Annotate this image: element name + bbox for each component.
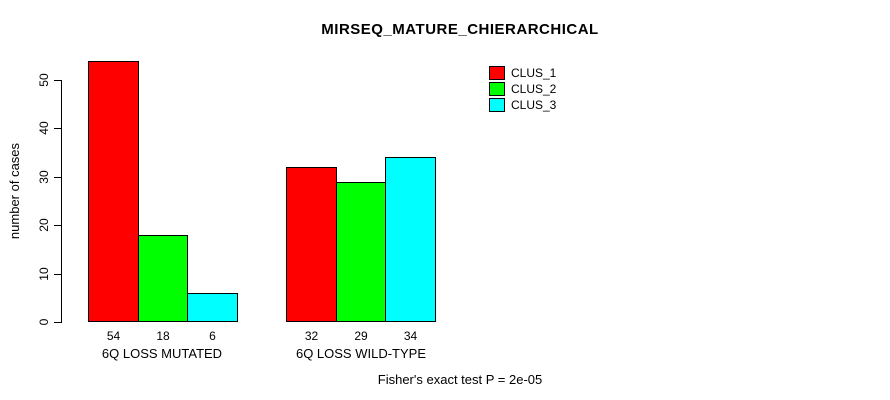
bar-value-label: 54 [106,329,121,343]
bar-value-label: 32 [304,329,319,343]
y-tick-mark [54,128,61,130]
legend-swatch-icon [489,66,505,80]
legend-label: CLUS_1 [511,66,557,80]
y-tick-label: 0 [37,318,51,326]
legend-item: CLUS_1 [489,65,556,81]
legend-item: CLUS_2 [489,81,556,97]
legend-label: CLUS_3 [511,98,557,112]
y-tick-label: 20 [37,218,51,232]
bar-value-label: 29 [354,329,368,343]
bar-clus_1-group2 [286,167,337,322]
bar-value-label: 18 [156,329,170,343]
y-tick-mark [54,80,61,81]
bar-clus_2-group1 [137,234,188,322]
y-axis-label: number of cases [7,142,22,240]
y-tick-mark [54,273,61,275]
y-tick-mark [54,176,61,178]
bar-clus_2-group2 [335,181,386,322]
y-tick-mark [54,322,61,323]
y-tick-label: 30 [37,170,51,184]
y-tick-label: 40 [37,121,51,136]
bar-value-label: 6 [209,329,216,343]
chart-title: MIRSEQ_MATURE_CHIERARCHICAL [321,21,599,38]
y-axis-line [61,80,62,323]
legend: CLUS_1 CLUS_2 CLUS_3 [489,65,556,113]
y-tick-label: 50 [37,73,51,87]
legend-item: CLUS_3 [489,97,556,113]
bar-clus_3-group2 [385,157,436,322]
annotation-text: Fisher's exact test P = 2e-05 [377,372,543,387]
bar-clus_3-group1 [187,292,238,322]
legend-label: CLUS_2 [511,82,557,96]
bar-value-label: 34 [403,329,418,343]
x-category-label-wildtype: 6Q LOSS WILD-TYPE [295,346,427,361]
legend-swatch-icon [489,98,505,112]
legend-swatch-icon [489,82,505,96]
x-category-label-mutated: 6Q LOSS MUTATED [101,346,223,361]
y-tick-mark [54,225,61,227]
y-tick-label: 10 [37,266,51,281]
bar-clus_1-group1 [88,60,139,322]
